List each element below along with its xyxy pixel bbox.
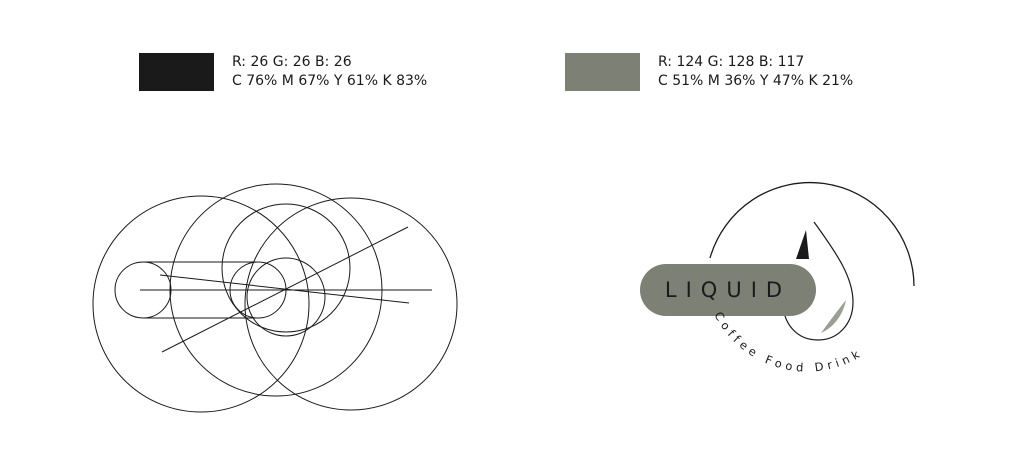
grid-line-diagonal-down — [159, 274, 410, 304]
color-spec-dark: R: 26 G: 26 B: 26 C 76% M 67% Y 61% K 83… — [232, 53, 427, 91]
cmyk-values-gray: C 51% M 36% Y 47% K 21% — [658, 73, 854, 89]
grid-circle-inner — [221, 203, 351, 333]
logo-drop-tip — [796, 230, 809, 259]
logo-construction-grid — [92, 183, 458, 413]
rgb-values-dark: R: 26 G: 26 B: 26 — [232, 54, 352, 70]
logo-outer-arc — [709, 181, 915, 287]
color-swatch-dark — [139, 53, 214, 91]
rgb-values-gray: R: 124 G: 128 B: 117 — [658, 54, 805, 70]
grid-circle-right-large — [244, 197, 458, 411]
cmyk-values-dark: C 76% M 67% Y 61% K 83% — [232, 73, 428, 89]
logo-drop-outline — [782, 221, 854, 341]
logo-tagline: Coffee Food Drink — [711, 309, 865, 375]
color-swatch-gray — [565, 53, 640, 91]
logo-wordmark-pill — [640, 264, 816, 316]
color-spec-gray: R: 124 G: 128 B: 117 C 51% M 36% Y 47% K… — [658, 53, 853, 91]
grid-circle-left-large — [92, 195, 310, 413]
logo-wordmark: LIQUID — [665, 278, 791, 302]
logo-drop-highlight — [821, 300, 846, 333]
liquid-logo: LIQUID Coffee Food Drink — [640, 181, 915, 375]
grid-circle-center-b — [246, 257, 326, 337]
